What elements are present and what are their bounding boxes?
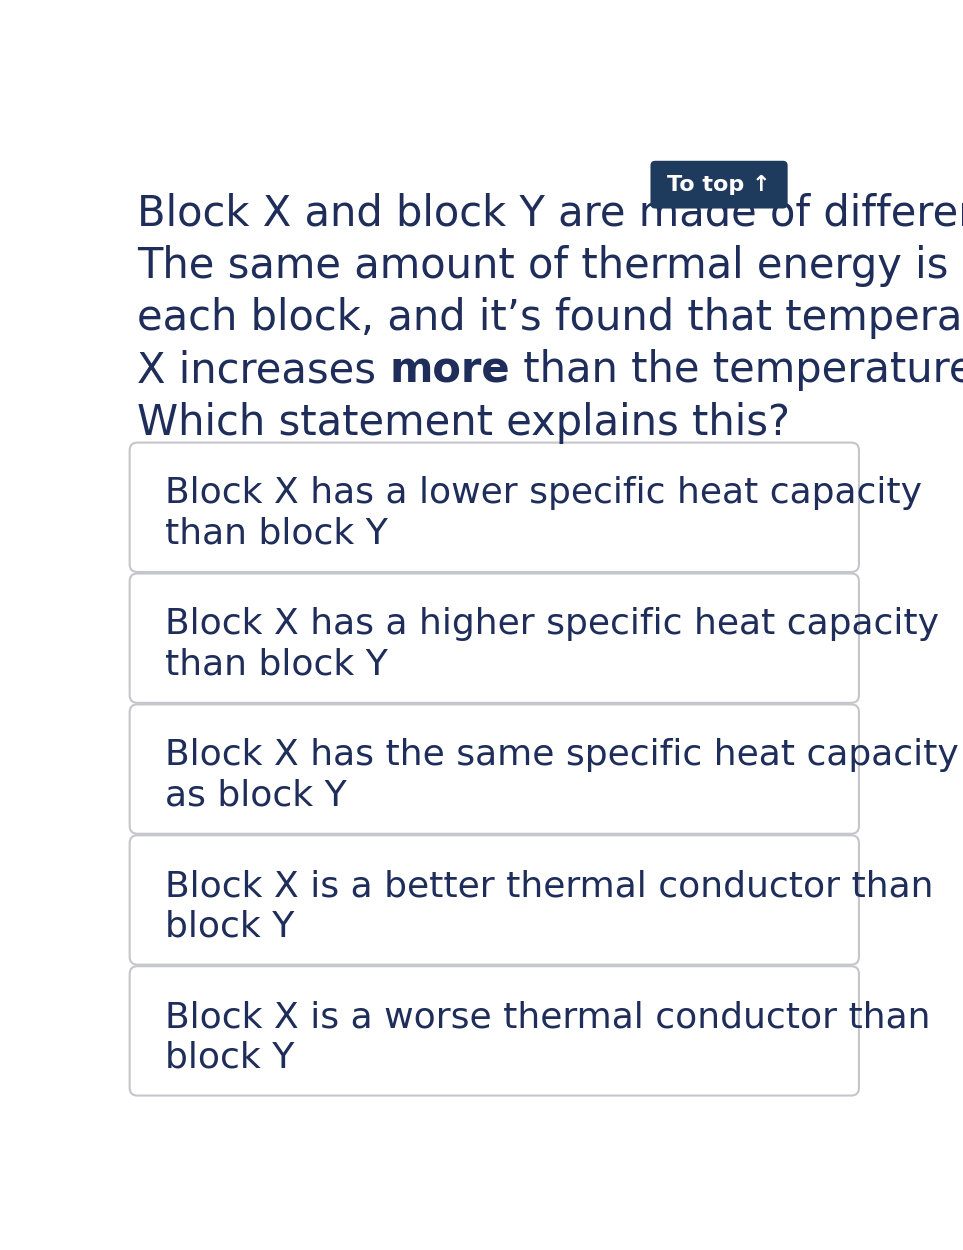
- Text: block Y: block Y: [166, 1040, 295, 1074]
- FancyBboxPatch shape: [130, 705, 859, 834]
- Text: block Y: block Y: [166, 909, 295, 944]
- Text: than block Y: than block Y: [166, 516, 388, 550]
- Text: To top ↑: To top ↑: [667, 175, 770, 195]
- Text: Which statement explains this?: Which statement explains this?: [138, 401, 791, 444]
- Text: than the temperature of block Y.: than the temperature of block Y.: [510, 350, 963, 391]
- Text: more: more: [390, 350, 510, 391]
- FancyBboxPatch shape: [130, 442, 859, 572]
- Text: Block X is a better thermal conductor than: Block X is a better thermal conductor th…: [166, 869, 934, 904]
- Text: Block X is a worse thermal conductor than: Block X is a worse thermal conductor tha…: [166, 1000, 931, 1034]
- Text: than block Y: than block Y: [166, 648, 388, 681]
- Text: as block Y: as block Y: [166, 779, 347, 812]
- Text: Block X and block Y are made of differen…: Block X and block Y are made of differen…: [138, 192, 963, 234]
- FancyBboxPatch shape: [650, 161, 788, 209]
- Text: each block, and it’s found that temperature of block: each block, and it’s found that temperat…: [138, 298, 963, 339]
- Text: Block X has the same specific heat capacity: Block X has the same specific heat capac…: [166, 739, 959, 772]
- FancyBboxPatch shape: [130, 574, 859, 702]
- Text: X increases: X increases: [138, 350, 390, 391]
- Text: The same amount of thermal energy is supplied to: The same amount of thermal energy is sup…: [138, 245, 963, 286]
- Text: Block X has a lower specific heat capacity: Block X has a lower specific heat capaci…: [166, 476, 923, 510]
- FancyBboxPatch shape: [130, 966, 859, 1095]
- FancyBboxPatch shape: [130, 835, 859, 965]
- Text: Block X has a higher specific heat capacity: Block X has a higher specific heat capac…: [166, 608, 939, 641]
